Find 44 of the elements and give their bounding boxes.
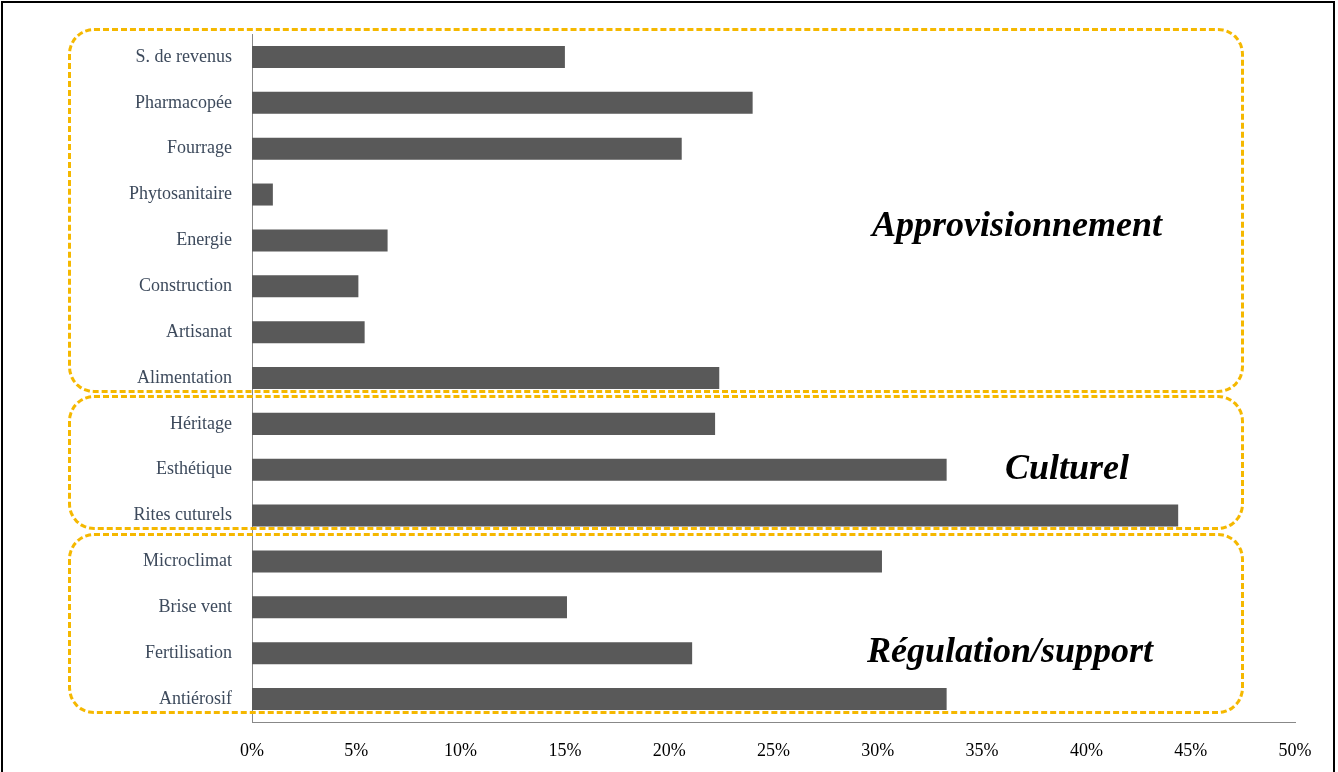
y-tick-label: Artisanat [166,320,232,341]
bar [252,596,567,619]
y-tick-label: Rites cuturels [133,504,232,525]
x-tick-label: 35% [965,739,999,760]
bar [252,275,359,298]
bar [252,91,753,114]
y-tick-label: Héritage [170,412,232,433]
annotation: Régulation/support [865,630,1155,671]
x-tick-label: 50% [1278,739,1312,760]
x-tick-label: 25% [757,739,790,760]
y-tick-label: Microclimat [143,550,232,571]
y-tick-label: Esthétique [156,458,233,479]
y-tick-label: S. de revenus [135,45,232,66]
x-tick-label: 5% [344,739,369,760]
y-tick-label: Pharmacopée [135,91,233,112]
bar [252,504,1179,527]
bar [252,137,682,160]
x-tick-label: 30% [861,739,895,760]
x-tick-label: 10% [444,739,478,760]
bar [252,642,693,665]
bar [252,321,365,344]
y-tick-label: Energie [176,229,232,250]
bar [252,688,947,711]
y-tick-label: Antiérosif [159,687,233,708]
x-tick-label: 20% [652,739,686,760]
y-tick-label: Brise vent [158,596,232,617]
x-tick-label: 15% [548,739,582,760]
y-tick-label: Alimentation [137,366,232,387]
y-tick-label: Fourrage [167,137,232,158]
bar [252,183,273,206]
annotation: Approvisionnement [869,203,1164,244]
bar [252,45,565,68]
y-tick-label: Phytosanitaire [129,183,233,204]
bar [252,229,388,252]
annotation: Culturel [1004,447,1130,488]
bar [252,412,716,435]
bar [252,550,882,573]
y-tick-label: Construction [139,275,232,295]
x-tick-label: 45% [1174,739,1208,760]
bar [252,458,947,481]
x-tick-label: 0% [240,739,264,760]
x-tick-label: 40% [1069,739,1103,760]
bar [252,366,720,390]
y-tick-label: Fertilisation [145,641,232,662]
